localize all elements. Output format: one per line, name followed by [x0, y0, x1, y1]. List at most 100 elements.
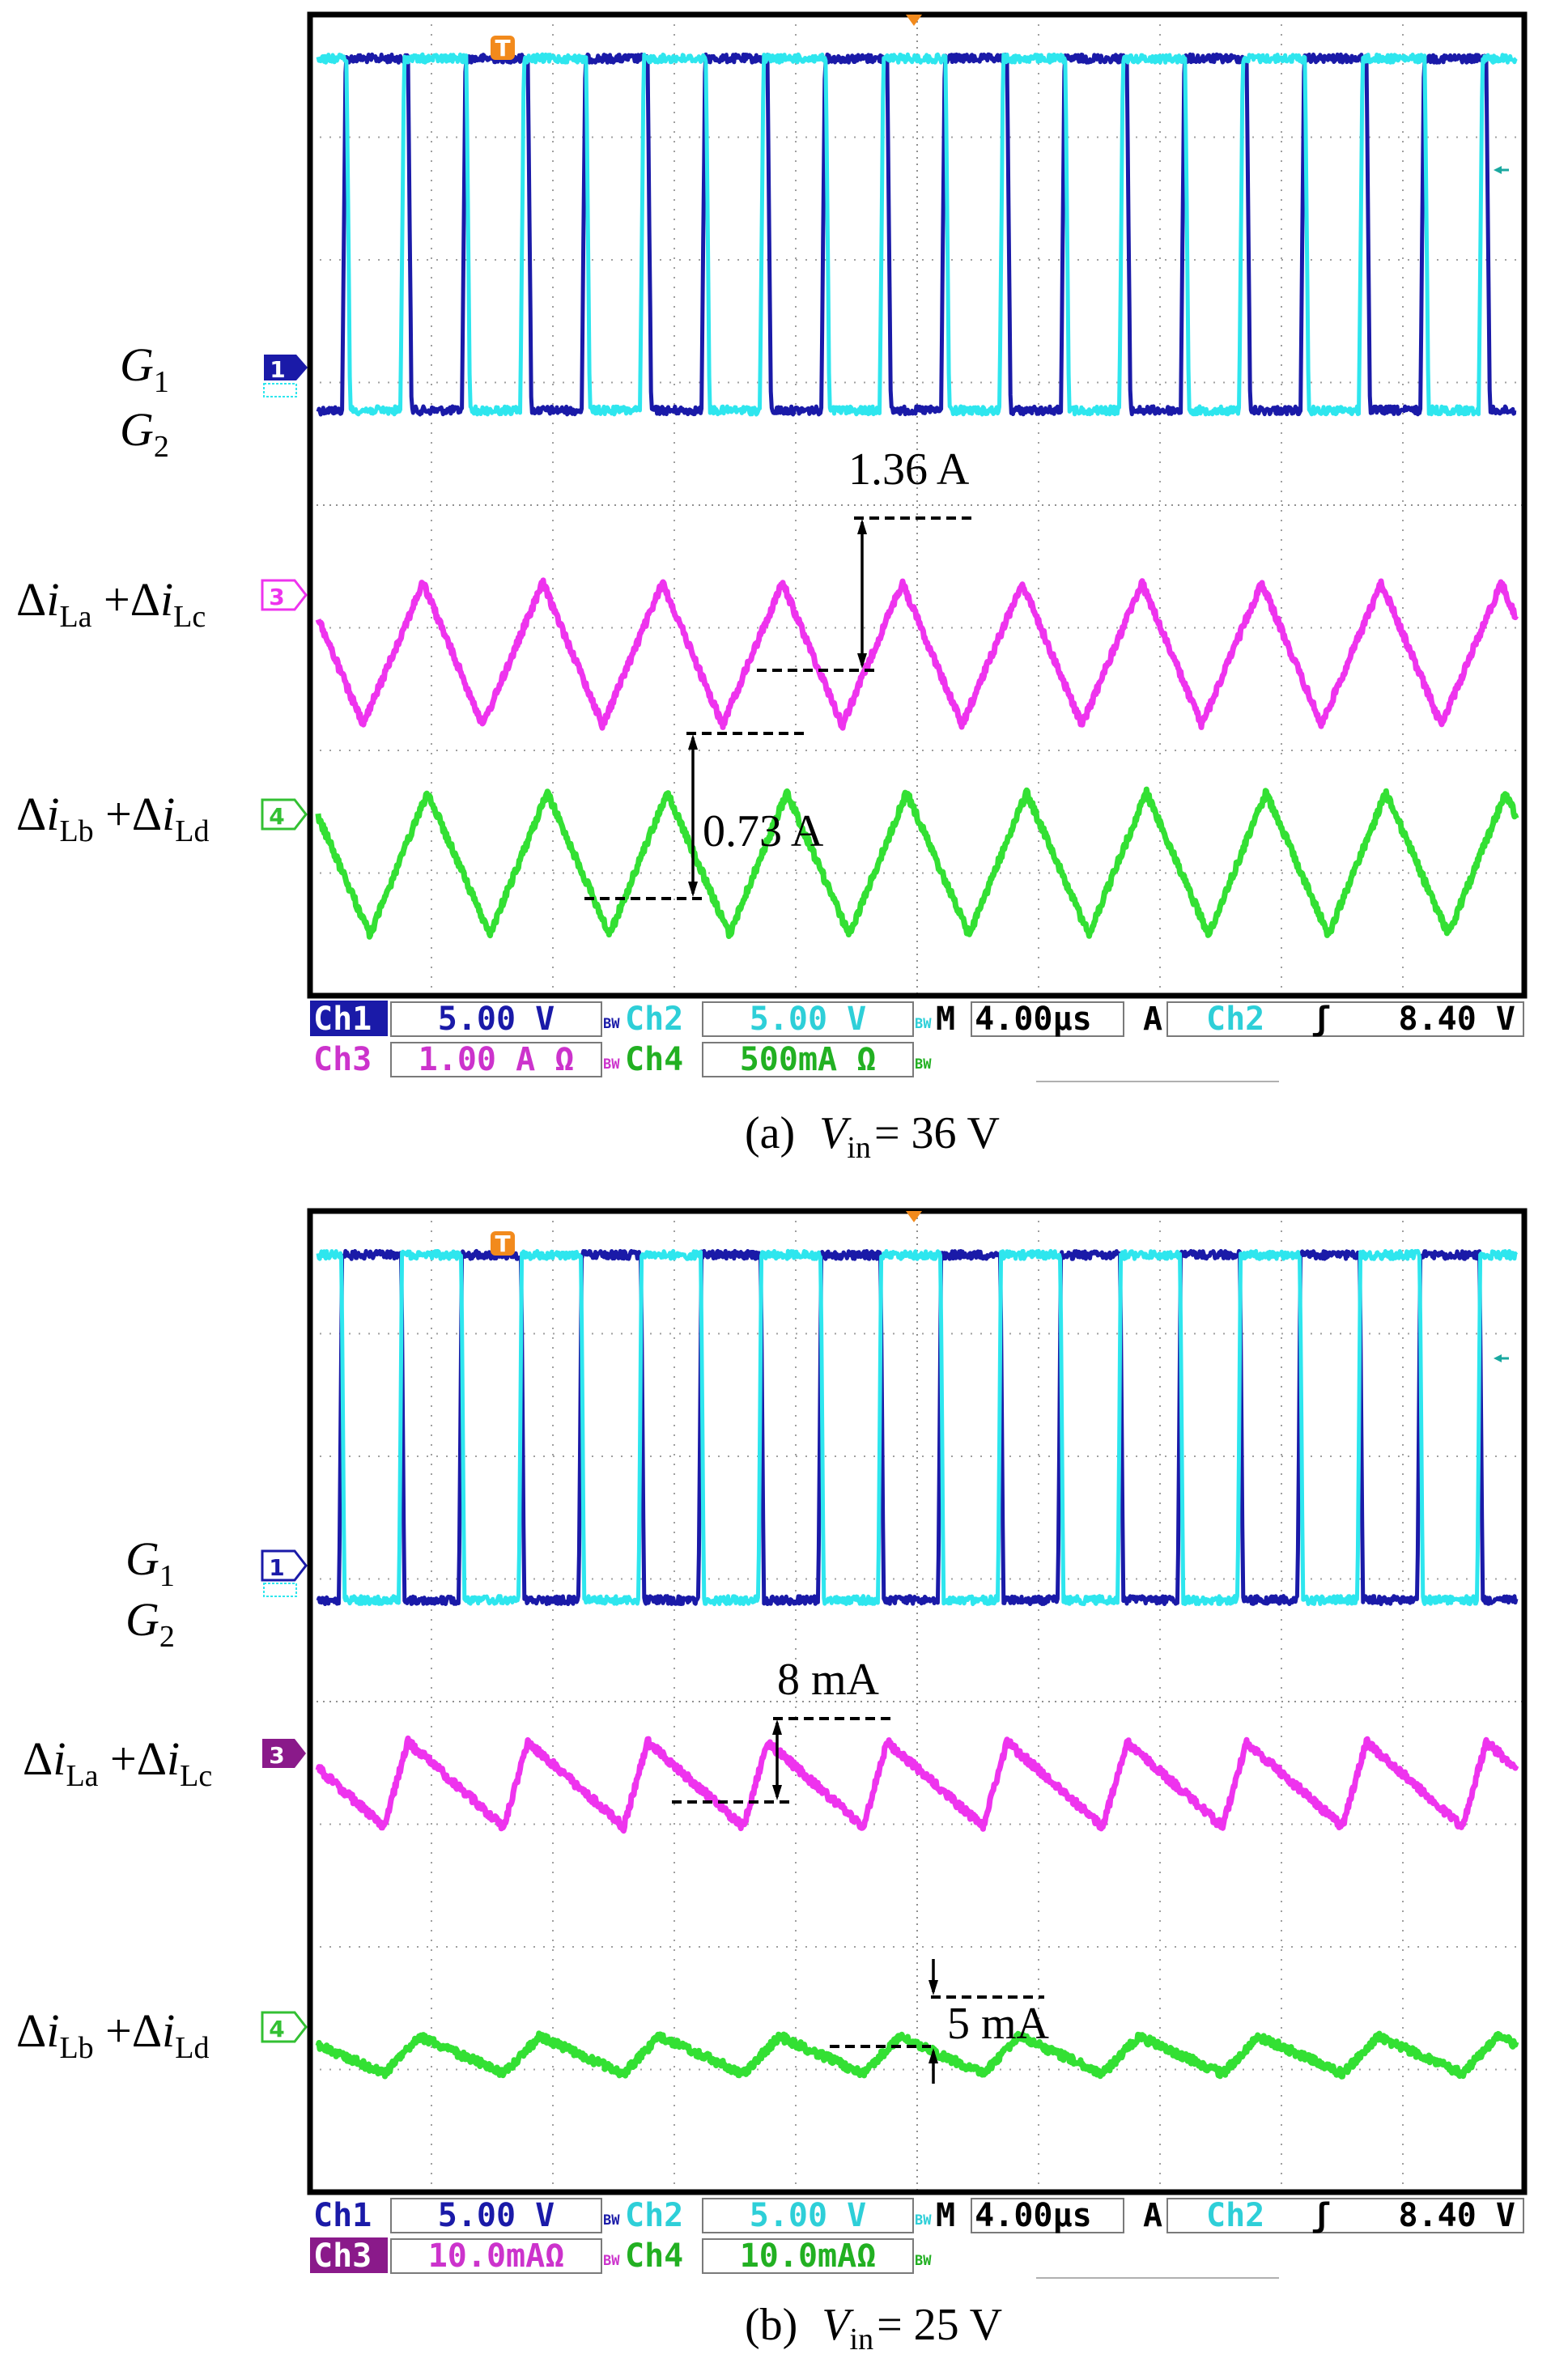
- readout-channel-value: 5.00 V: [750, 2197, 867, 2234]
- annotation-ch4-b: 5 mA: [830, 1959, 1050, 2084]
- trigger-t-marker-b: T: [491, 1230, 515, 1257]
- readout-channel-name: Ch4: [625, 1041, 683, 1078]
- ch2-ground-marker-b: [263, 1583, 297, 1597]
- readout-channel-name: Ch4: [625, 2237, 683, 2275]
- readout-trigger-mode: A: [1143, 2197, 1162, 2234]
- label-ch3-a: ΔiLa +ΔiLc: [16, 573, 206, 634]
- panel-a-traces: [315, 52, 1519, 940]
- trigger-position-marker: [906, 15, 922, 26]
- ch1-ground-marker-b: 1: [261, 1549, 308, 1582]
- readout-channel-name: Ch3: [313, 1041, 372, 1078]
- readout-trigger-mode: A: [1143, 1001, 1162, 1038]
- panel-b: T 1 3 4 G1 G2 ΔiLa +ΔiLc ΔiLb +ΔiLd 8 mA: [16, 1208, 1528, 2356]
- readout-timebase-box: [971, 1001, 1124, 1037]
- panel-a-grid: [310, 15, 1524, 996]
- readout-channel-value: 5.00 V: [438, 1001, 555, 1038]
- readout-value-box: [390, 1042, 602, 1077]
- readout-channel-value: 10.0mAΩ: [740, 2237, 877, 2275]
- readout-value-box: [390, 1001, 602, 1037]
- readout-timebase: M 4.00µs: [936, 1001, 1092, 1038]
- readout-channel-value: 500mA Ω: [740, 1041, 877, 1078]
- ch3-marker-number: 3: [269, 584, 284, 610]
- trace-ch3: [315, 577, 1519, 731]
- readout-channel-name: Ch1: [313, 2197, 372, 2234]
- caption-b: (b) Vin= 25 V: [745, 2300, 1002, 2356]
- ch3-marker-number-b: 3: [269, 1742, 284, 1769]
- annotation-ch3-a: 1.36 A: [757, 444, 971, 672]
- ch4-marker-number-b: 4: [269, 2016, 284, 2042]
- readout-channel-value: 10.0mAΩ: [428, 2237, 565, 2275]
- ch3-ground-marker-b: 3: [262, 1739, 306, 1769]
- trace-ch4: [315, 2030, 1519, 2080]
- panel-b-readout: Ch1 5.00 V BW Ch2 5.00 V BW Ch3 10.0mAΩ BW Ch4 10.…: [310, 2197, 1524, 2279]
- readout-bw-flag: BW: [915, 1016, 932, 1032]
- annotation-ch4-a-text: 0.73 A: [703, 806, 824, 856]
- readout-bw-flag: BW: [915, 2212, 932, 2229]
- trigger-t-text-b: T: [495, 1230, 510, 1257]
- readout-trigger-source: Ch2: [1206, 1001, 1264, 1038]
- ch2-ground-marker: [263, 383, 297, 397]
- panel-a-readout: Ch1 5.00 V BW Ch2 5.00 V BW Ch3 1.00 A Ω BW Ch4 50…: [310, 1001, 1524, 1082]
- annotation-ch4-b-text: 5 mA: [947, 1999, 1050, 2049]
- readout-value-box: [702, 1042, 914, 1077]
- readout-channel-value: 5.00 V: [438, 2197, 555, 2234]
- readout-channel-name: Ch2: [625, 2197, 683, 2234]
- annotation-ch3-b-text: 8 mA: [777, 1655, 880, 1705]
- readout-trigger-slope: ʃ: [1311, 2197, 1331, 2234]
- readout-value-box: [390, 2198, 602, 2233]
- readout-value-box: [702, 1001, 914, 1037]
- caption-a: (a) Vin= 36 V: [745, 1108, 1000, 1165]
- label-g2-b: G2: [125, 1593, 175, 1654]
- readout-trigger-level: 8.40 V: [1399, 2197, 1516, 2234]
- readout-trigger-level: 8.40 V: [1399, 1001, 1516, 1038]
- label-ch3-b: ΔiLa +ΔiLc: [23, 1732, 212, 1793]
- trace-ch1: [316, 1248, 1519, 1607]
- trace-ch4: [315, 786, 1519, 940]
- readout-trigger-box: [1166, 2198, 1524, 2233]
- readout-bw-flag: BW: [603, 2212, 620, 2229]
- panel-a: T 1 3 4 G1 G2 ΔiLa +ΔiLc ΔiLb +ΔiLd 1.36: [16, 11, 1528, 1165]
- ch4-ground-marker-b: 4: [261, 2011, 308, 2043]
- readout-timebase-box: [971, 2198, 1124, 2233]
- readout-channel-name: Ch3: [313, 2237, 372, 2275]
- label-g1-b: G1: [125, 1532, 175, 1593]
- trigger-level-arrow-b: [1494, 1354, 1509, 1362]
- readout-bw-flag: BW: [603, 1056, 620, 1073]
- readout-channel-badge: [310, 1001, 388, 1036]
- readout-channel-name: Ch1: [313, 1001, 372, 1038]
- label-ch4-b: ΔiLb +ΔiLd: [16, 2004, 210, 2065]
- readout-bw-flag: BW: [603, 2253, 620, 2269]
- trace-ch1: [316, 52, 1518, 417]
- panel-b-traces: [315, 1248, 1519, 2080]
- ch4-marker-number: 4: [269, 803, 284, 830]
- label-g1: G1: [120, 338, 169, 399]
- trace-ch2: [316, 52, 1518, 417]
- readout-trigger-slope: ʃ: [1311, 1001, 1331, 1038]
- annotation-ch3-b: 8 mA: [672, 1655, 890, 1804]
- readout-channel-value: 5.00 V: [750, 1001, 867, 1038]
- readout-bw-flag: BW: [915, 2253, 932, 2269]
- ch1-ground-marker: 1: [264, 355, 308, 383]
- readout-timebase: M 4.00µs: [936, 2197, 1092, 2234]
- ch1-marker-number-b: 1: [269, 1554, 284, 1581]
- ch4-ground-marker: 4: [261, 798, 308, 831]
- readout-trigger-source: Ch2: [1206, 2197, 1264, 2234]
- readout-value-box: [702, 2198, 914, 2233]
- ch3-ground-marker: 3: [261, 579, 308, 611]
- readout-bw-flag: BW: [915, 1056, 932, 1073]
- readout-bw-flag: BW: [603, 1016, 620, 1032]
- label-ch4-a: ΔiLb +ΔiLd: [16, 788, 210, 848]
- trigger-level-arrow: [1494, 166, 1509, 174]
- readout-value-box: [390, 2238, 602, 2274]
- trigger-t-marker: T: [491, 35, 515, 62]
- readout-channel-badge: [310, 2237, 388, 2273]
- trace-ch3: [315, 1735, 1519, 1834]
- readout-channel-value: 1.00 A Ω: [419, 1041, 575, 1078]
- annotation-ch3-a-text: 1.36 A: [848, 444, 970, 495]
- readout-channel-name: Ch2: [625, 1001, 683, 1038]
- annotation-ch4-a: 0.73 A: [584, 732, 824, 900]
- label-g2: G2: [120, 403, 169, 464]
- trace-ch2: [316, 1248, 1519, 1607]
- ch1-marker-number: 1: [270, 356, 285, 383]
